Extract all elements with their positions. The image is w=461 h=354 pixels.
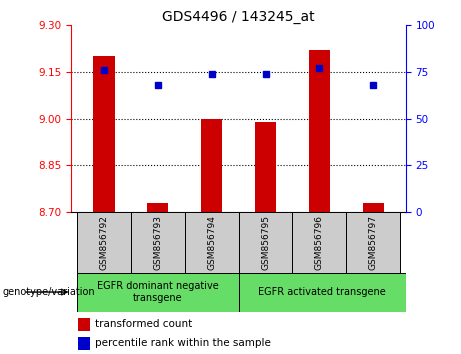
- Bar: [362, 203, 384, 212]
- Text: GSM856796: GSM856796: [315, 215, 324, 270]
- Bar: [77, 273, 239, 312]
- Bar: [255, 122, 276, 212]
- Bar: [78, 337, 90, 350]
- Text: transformed count: transformed count: [95, 319, 192, 329]
- Bar: [77, 212, 131, 273]
- Text: genotype/variation: genotype/variation: [2, 287, 95, 297]
- Bar: [185, 212, 239, 273]
- Bar: [201, 119, 222, 212]
- Bar: [78, 318, 90, 331]
- Text: EGFR dominant negative
transgene: EGFR dominant negative transgene: [97, 281, 219, 303]
- Text: GSM856793: GSM856793: [153, 215, 162, 270]
- Text: GSM856795: GSM856795: [261, 215, 270, 270]
- Text: GSM856797: GSM856797: [369, 215, 378, 270]
- Text: GSM856792: GSM856792: [99, 215, 108, 270]
- Bar: [346, 212, 400, 273]
- Text: GSM856794: GSM856794: [207, 215, 216, 270]
- Title: GDS4496 / 143245_at: GDS4496 / 143245_at: [162, 10, 315, 24]
- Text: EGFR activated transgene: EGFR activated transgene: [258, 287, 386, 297]
- Bar: [93, 56, 115, 212]
- Text: percentile rank within the sample: percentile rank within the sample: [95, 338, 271, 348]
- Bar: [292, 212, 346, 273]
- Bar: [239, 212, 292, 273]
- Bar: [147, 203, 168, 212]
- Bar: [131, 212, 185, 273]
- Bar: [309, 50, 330, 212]
- Bar: [239, 273, 406, 312]
